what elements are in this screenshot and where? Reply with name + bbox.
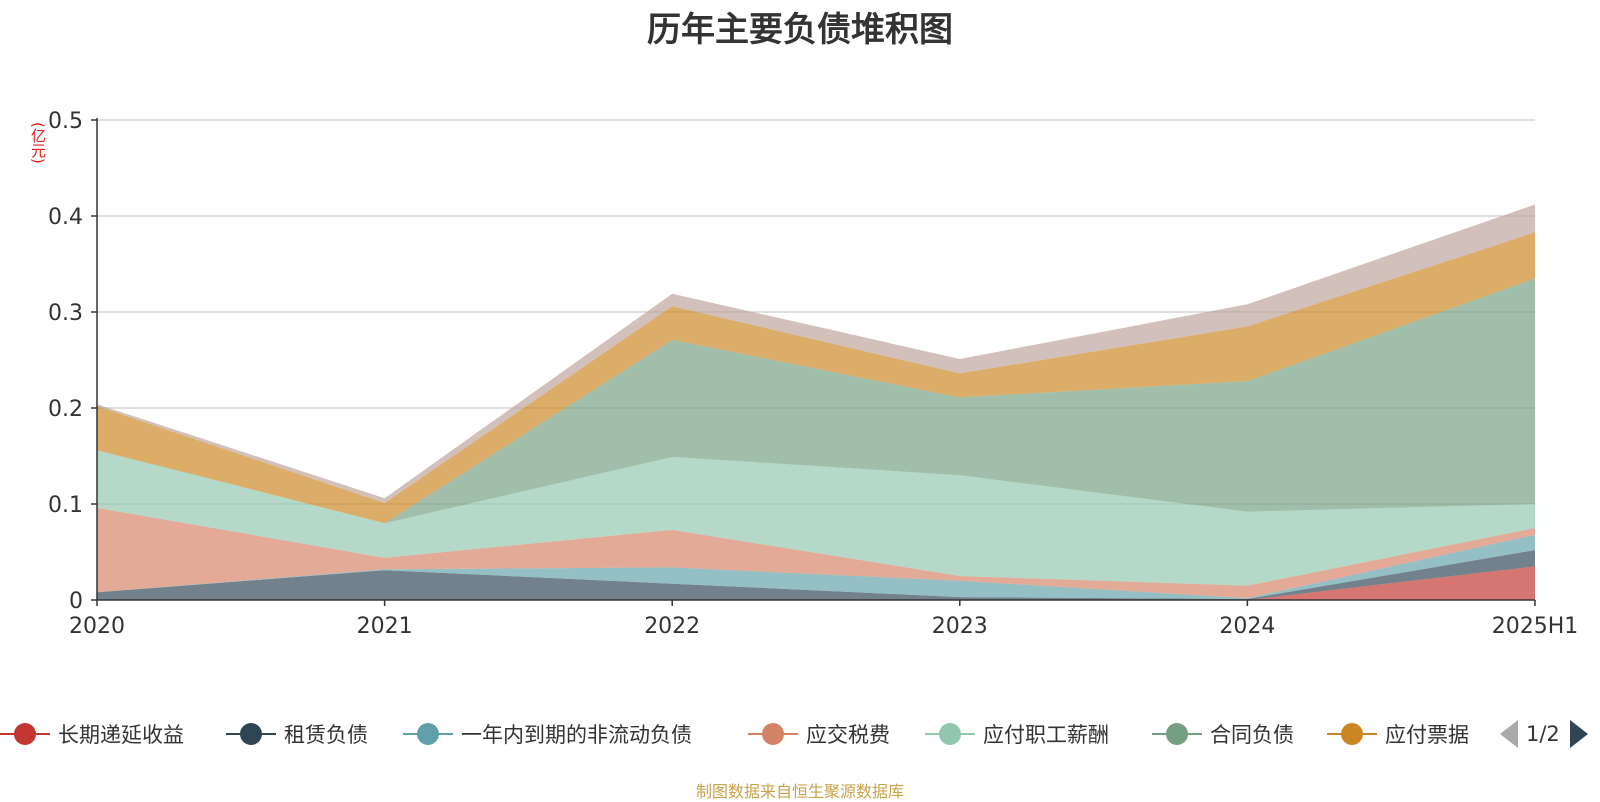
x-tick-label: 2023 <box>932 614 988 639</box>
tick-labels: 0 0.1 0.2 0.3 0.4 0.5 2020 2021 2022 2023 2024 2025… <box>48 109 1578 639</box>
legend-item[interactable]: 一年内到期的非流动负债 <box>403 717 692 751</box>
y-tick-label: 0 <box>69 589 83 614</box>
area-series-1 <box>97 550 1535 600</box>
x-tick-label: 2021 <box>357 614 413 639</box>
legend-marker-icon <box>1152 722 1202 746</box>
y-tick-label: 0.4 <box>48 205 83 230</box>
y-tick-label: 0.2 <box>48 397 83 422</box>
legend-marker-icon <box>1327 722 1377 746</box>
x-tick-label: 2025H1 <box>1492 614 1579 639</box>
area-series <box>97 204 1535 600</box>
legend-item[interactable]: 应付票据 <box>1327 717 1469 751</box>
y-tick-label: 0.5 <box>48 109 83 134</box>
legend-label: 长期递延收益 <box>58 723 184 747</box>
area-series-0 <box>97 566 1535 600</box>
legend-item[interactable]: 租赁负债 <box>226 717 368 751</box>
legend-item[interactable]: 合同负债 <box>1152 717 1294 751</box>
legend-pager: 1/2 <box>1500 717 1588 751</box>
legend-label: 应付票据 <box>1385 723 1469 747</box>
legend-label: 应付职工薪酬 <box>983 723 1109 747</box>
legend-marker-icon <box>925 722 975 746</box>
data-source-note: 制图数据来自恒生聚源数据库 <box>695 782 904 801</box>
y-axis-unit-label: (亿元) <box>29 122 47 164</box>
legend-item[interactable]: 应交税费 <box>748 717 890 751</box>
legend-label: 应交税费 <box>806 723 890 747</box>
area-series-2 <box>97 534 1535 599</box>
legend-label: 租赁负债 <box>284 723 368 747</box>
x-tick-label: 2020 <box>69 614 125 639</box>
y-tick-label: 0.1 <box>48 493 83 518</box>
stacked-area-chart: 0 0.1 0.2 0.3 0.4 0.5 2020 2021 2022 2023 2024 2025… <box>48 109 1578 639</box>
legend-marker-icon <box>0 722 50 746</box>
y-tick-label: 0.3 <box>48 301 83 326</box>
legend-marker-icon <box>748 722 798 746</box>
legend: 长期递延收益 租赁负债 一年内到期的非流动负债 应交税费 应付职工薪酬 合同负债 应付票据 <box>0 717 1600 751</box>
area-series-4 <box>97 450 1535 586</box>
legend-next-page-icon[interactable] <box>1569 720 1588 748</box>
area-series-6 <box>97 232 1535 524</box>
legend-label: 合同负债 <box>1210 723 1294 747</box>
chart-title: 历年主要负债堆积图 <box>647 10 953 50</box>
axes <box>91 118 1536 606</box>
legend-page-indicator: 1/2 <box>1526 722 1560 746</box>
x-tick-label: 2022 <box>644 614 700 639</box>
x-tick-label: 2024 <box>1219 614 1275 639</box>
legend-item[interactable]: 长期递延收益 <box>0 717 184 751</box>
legend-prev-page-icon[interactable] <box>1500 720 1518 748</box>
legend-item[interactable]: 应付职工薪酬 <box>925 717 1109 751</box>
legend-marker-icon <box>226 722 276 746</box>
legend-label: 一年内到期的非流动负债 <box>461 723 692 747</box>
legend-marker-icon <box>403 722 453 746</box>
area-series-5 <box>97 278 1535 524</box>
